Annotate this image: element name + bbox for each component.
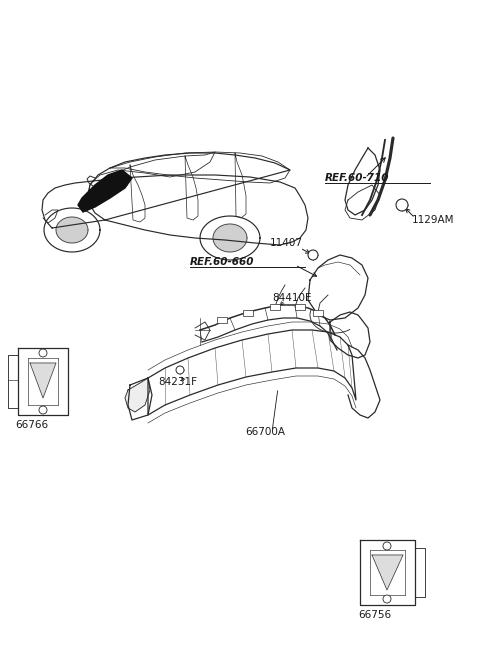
Circle shape: [383, 595, 391, 603]
Circle shape: [383, 542, 391, 550]
Text: 66766: 66766: [15, 420, 48, 430]
Circle shape: [39, 406, 47, 414]
Text: 11407: 11407: [270, 238, 303, 248]
Polygon shape: [125, 378, 150, 412]
Polygon shape: [44, 208, 100, 252]
Bar: [313, 310, 323, 316]
Text: REF.60-660: REF.60-660: [190, 257, 254, 267]
Bar: [217, 317, 227, 323]
Text: 66756: 66756: [358, 610, 391, 620]
Polygon shape: [372, 555, 403, 590]
Polygon shape: [213, 224, 247, 252]
Bar: [270, 304, 280, 310]
Polygon shape: [200, 216, 260, 260]
Circle shape: [308, 250, 318, 260]
Text: 1129AM: 1129AM: [412, 215, 455, 225]
Bar: [243, 310, 253, 316]
Text: 84410E: 84410E: [272, 293, 312, 303]
Polygon shape: [30, 363, 56, 398]
Polygon shape: [78, 170, 132, 212]
Circle shape: [396, 199, 408, 211]
Polygon shape: [56, 217, 88, 243]
Bar: [295, 304, 305, 310]
Text: REF.60-710: REF.60-710: [325, 173, 389, 183]
Circle shape: [39, 349, 47, 357]
Circle shape: [176, 366, 184, 374]
Text: 84231F: 84231F: [158, 377, 197, 387]
Text: 66700A: 66700A: [245, 427, 285, 437]
